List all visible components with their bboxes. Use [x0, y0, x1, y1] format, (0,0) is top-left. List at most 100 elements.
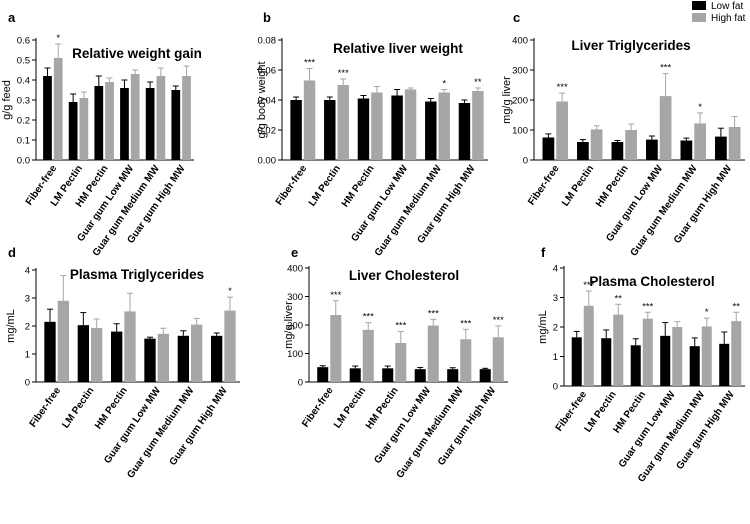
bar-high-fat: [613, 314, 624, 386]
significance-label: ***: [493, 315, 504, 326]
bar-low-fat: [77, 325, 89, 382]
bar-high-fat: [659, 96, 672, 160]
y-tick-label: 4: [553, 264, 558, 275]
bar-high-fat: [156, 76, 166, 160]
legend-swatch-low-fat: [692, 1, 706, 10]
y-tick-label: 300: [512, 66, 528, 77]
x-category-label: HM Pectin: [340, 163, 377, 209]
chart-panels: a Relative weight gain g/g feed 0.0 0.1 0.2 0.…: [1, 10, 745, 484]
bar-low-fat: [382, 368, 394, 382]
y-tick-label: 3: [553, 293, 558, 304]
bar-high-fat: [694, 123, 706, 160]
bar-low-fat: [630, 345, 641, 386]
significance-label: **: [474, 77, 482, 88]
significance-label: *: [56, 33, 60, 44]
significance-label: ***: [395, 321, 406, 332]
bar-high-fat: [731, 321, 742, 386]
y-axis-label: g/g feed: [1, 80, 13, 120]
bar-low-fat: [120, 88, 129, 160]
bar-high-fat: [105, 82, 114, 160]
y-tick-label: 200: [512, 96, 528, 107]
chart-title: Plasma Triglycerides: [70, 267, 204, 282]
bar-low-fat: [211, 335, 223, 382]
y-tick-label: 2: [25, 322, 30, 333]
bar-high-fat: [728, 127, 741, 160]
y-tick-label: 0.06: [258, 66, 277, 77]
y-tick-label: 2: [553, 323, 558, 334]
bar-high-fat: [303, 80, 316, 160]
bar-low-fat: [357, 98, 370, 160]
panel-e: e Liver Cholesterol mg/g liver 0 100 200 300 40…: [283, 245, 508, 480]
bar-high-fat: [362, 329, 374, 382]
chart-title: Liver Cholesterol: [349, 268, 459, 283]
x-category-label: HM Pectin: [364, 385, 401, 431]
panel-letter: d: [8, 245, 16, 260]
bar-low-fat: [719, 343, 730, 386]
x-category-label: Guar gum Low MW: [102, 385, 163, 466]
x-category-label: LM Pectin: [560, 163, 596, 208]
bar-low-fat: [571, 337, 582, 386]
bar-low-fat: [171, 90, 181, 160]
y-tick-label: 0.5: [17, 56, 30, 67]
x-category-label: LM Pectin: [332, 385, 368, 430]
legend-label-high-fat: High fat: [711, 13, 746, 24]
legend: Low fat High fat: [692, 1, 746, 24]
bar-high-fat: [672, 327, 683, 386]
bar-high-fat: [124, 311, 136, 382]
y-tick-label: 0.0: [17, 156, 30, 167]
bar-low-fat: [324, 100, 336, 160]
bar-low-fat: [94, 86, 104, 160]
bar-high-fat: [590, 129, 603, 160]
bar-low-fat: [43, 76, 52, 160]
y-tick-label: 1: [553, 352, 558, 363]
significance-label: ***: [330, 290, 341, 301]
panel-a: a Relative weight gain g/g feed 0.0 0.1 0.2 0.…: [1, 10, 202, 258]
y-tick-label: 0.6: [17, 36, 30, 47]
bar-high-fat: [438, 92, 450, 160]
x-category-label: Fiber-free: [274, 163, 310, 207]
bar-high-fat: [337, 85, 349, 160]
bar-high-fat: [130, 74, 140, 160]
bar-high-fat: [701, 326, 712, 386]
chart-title: Plasma Cholesterol: [589, 274, 714, 289]
y-tick-label: 1: [25, 350, 30, 361]
y-axis-label: g/g body weight: [256, 61, 268, 138]
significance-label: ***: [428, 308, 439, 319]
bar-low-fat: [177, 335, 189, 382]
significance-label: ***: [642, 301, 653, 312]
legend-label-low-fat: Low fat: [711, 1, 743, 12]
bar-high-fat: [395, 342, 407, 382]
bar-high-fat: [57, 300, 69, 382]
y-tick-label: 4: [25, 266, 30, 277]
significance-label: ***: [304, 58, 315, 69]
x-category-label: Guar gum High MW: [168, 385, 231, 468]
bar-high-fat: [642, 318, 653, 386]
y-tick-label: 0: [25, 378, 30, 389]
bar-low-fat: [447, 369, 459, 382]
chart-title: Liver Triglycerides: [571, 38, 690, 53]
bar-low-fat: [68, 102, 78, 160]
chart-title: Relative weight gain: [72, 46, 202, 61]
bar-low-fat: [391, 95, 403, 160]
significance-label: ***: [583, 280, 594, 291]
bar-high-fat: [91, 327, 103, 382]
bar-high-fat: [191, 324, 203, 382]
legend-swatch-high-fat: [692, 13, 706, 22]
bar-high-fat: [427, 325, 439, 382]
significance-label: ***: [557, 82, 568, 93]
bar-low-fat: [577, 142, 589, 160]
bar-low-fat: [317, 367, 329, 382]
significance-label: *: [442, 79, 446, 90]
x-category-label: LM Pectin: [60, 385, 96, 430]
bar-high-fat: [182, 76, 191, 160]
bar-low-fat: [715, 136, 727, 160]
bar-high-fat: [330, 315, 342, 382]
x-category-label: Guar gum Medium MW: [629, 163, 700, 259]
panel-c: c Liver Triglycerides mg/g liver 0 100 200 300…: [501, 10, 745, 258]
y-axis-label: mg/mL: [5, 309, 17, 343]
bar-low-fat: [111, 331, 123, 382]
y-tick-label: 0.04: [258, 96, 277, 107]
y-tick-label: 400: [287, 264, 303, 275]
